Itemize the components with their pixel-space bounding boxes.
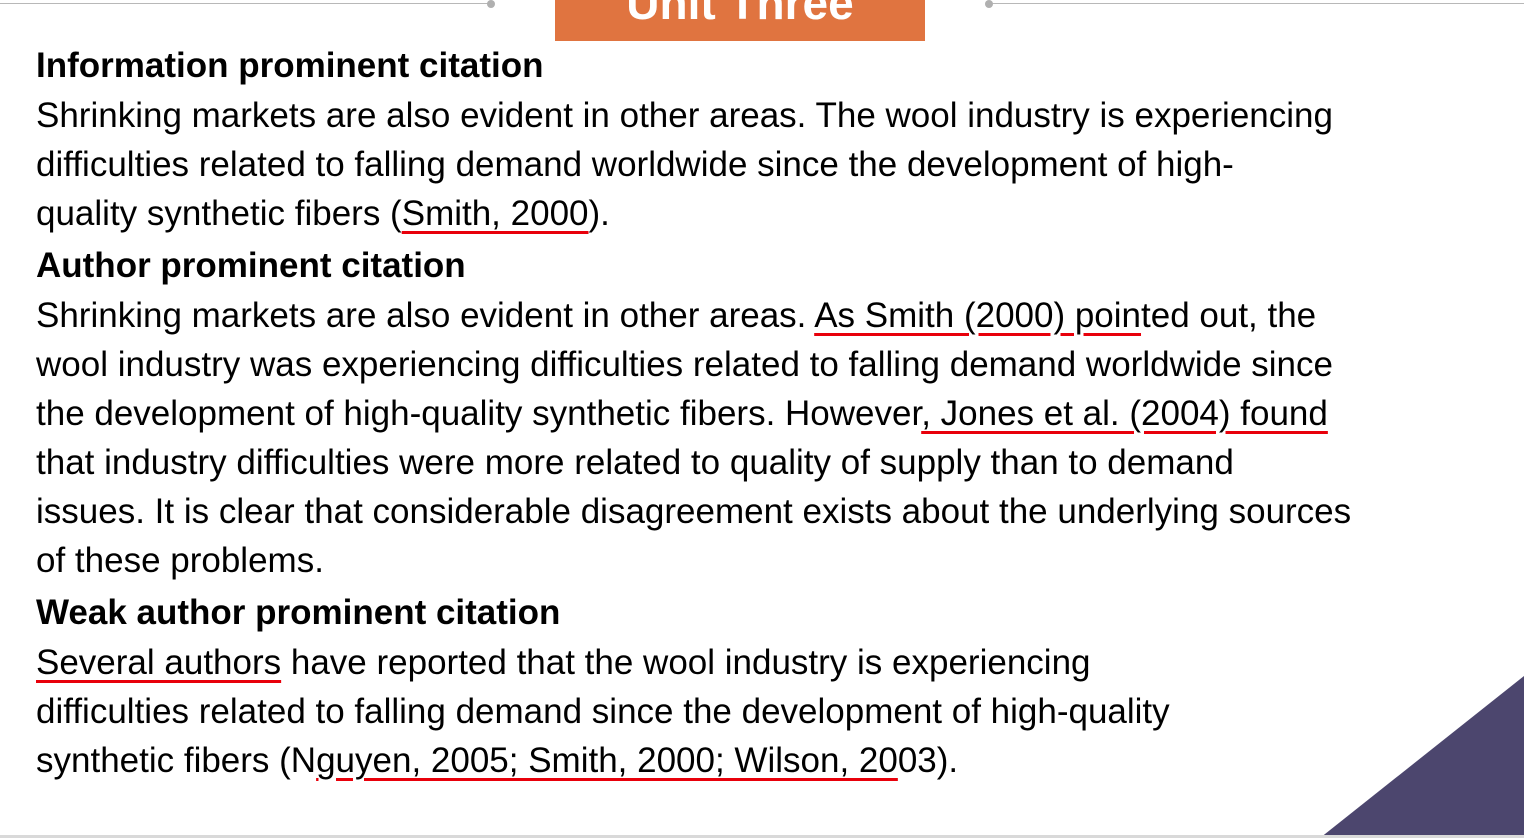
text-line: quality synthetic fibers (Smith, 2000). (36, 194, 610, 233)
text-line: that industry difficulties were more rel… (36, 443, 1234, 482)
paragraph-information-prominent: Shrinking markets are also evident in ot… (36, 91, 1456, 238)
text-line: Several authors have reported that the w… (36, 643, 1091, 682)
text-line: Shrinking markets are also evident in ot… (36, 296, 1317, 335)
text-line: the development of high-quality syntheti… (36, 394, 1328, 433)
citation-highlight: Several authors (36, 643, 282, 682)
slide-content: Information prominent citation Shrinking… (36, 44, 1456, 785)
text-line: of these problems. (36, 541, 324, 580)
paragraph-weak-author-prominent: Several authors have reported that the w… (36, 638, 1456, 785)
text-line: wool industry was experiencing difficult… (36, 345, 1333, 384)
paragraph-author-prominent: Shrinking markets are also evident in ot… (36, 291, 1456, 585)
citation-highlight: , Jones et al. (2004) found (921, 394, 1328, 433)
top-left-rule (0, 3, 490, 4)
citation-highlight: As Smith (2000) poin (814, 296, 1142, 335)
corner-triangle-shape (1320, 676, 1524, 838)
top-right-rule (990, 3, 1524, 4)
text-line: Shrinking markets are also evident in ot… (36, 96, 1333, 135)
section-heading-weak-author-prominent: Weak author prominent citation (36, 593, 561, 632)
citation-highlight: guyen, 2005; Smith, 2000; Wilson, 20 (316, 741, 898, 780)
top-left-rule-dot (487, 0, 495, 8)
title-banner: Unit Three (555, 0, 925, 41)
text-line: synthetic fibers (Nguyen, 2005; Smith, 2… (36, 741, 959, 780)
section-heading-author-prominent: Author prominent citation (36, 246, 466, 285)
citation-highlight: Smith, 2000 (401, 194, 589, 233)
text-line: issues. It is clear that considerable di… (36, 492, 1352, 531)
corner-triangle-decoration (1320, 676, 1524, 838)
text-line: difficulties related to falling demand s… (36, 692, 1170, 731)
slide-title: Unit Three (626, 0, 854, 29)
section-heading-information-prominent: Information prominent citation (36, 46, 544, 85)
slide-bottom-border (0, 835, 1524, 838)
top-right-rule-dot (985, 0, 993, 8)
text-line: difficulties related to falling demand w… (36, 145, 1234, 184)
